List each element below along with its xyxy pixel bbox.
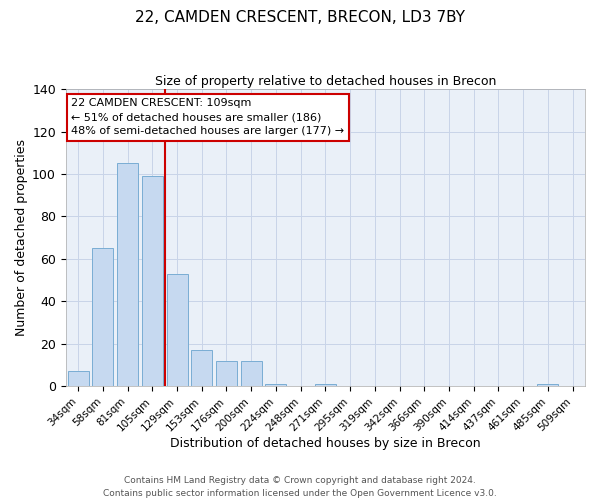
X-axis label: Distribution of detached houses by size in Brecon: Distribution of detached houses by size … — [170, 437, 481, 450]
Text: 22 CAMDEN CRESCENT: 109sqm
← 51% of detached houses are smaller (186)
48% of sem: 22 CAMDEN CRESCENT: 109sqm ← 51% of deta… — [71, 98, 344, 136]
Text: 22, CAMDEN CRESCENT, BRECON, LD3 7BY: 22, CAMDEN CRESCENT, BRECON, LD3 7BY — [135, 10, 465, 25]
Bar — [216, 361, 237, 386]
Bar — [68, 372, 89, 386]
Y-axis label: Number of detached properties: Number of detached properties — [15, 139, 28, 336]
Bar — [265, 384, 286, 386]
Bar — [538, 384, 559, 386]
Bar — [142, 176, 163, 386]
Bar — [92, 248, 113, 386]
Title: Size of property relative to detached houses in Brecon: Size of property relative to detached ho… — [155, 75, 496, 88]
Bar — [241, 361, 262, 386]
Text: Contains HM Land Registry data © Crown copyright and database right 2024.
Contai: Contains HM Land Registry data © Crown c… — [103, 476, 497, 498]
Bar — [315, 384, 336, 386]
Bar — [191, 350, 212, 387]
Bar — [167, 274, 188, 386]
Bar — [117, 164, 138, 386]
